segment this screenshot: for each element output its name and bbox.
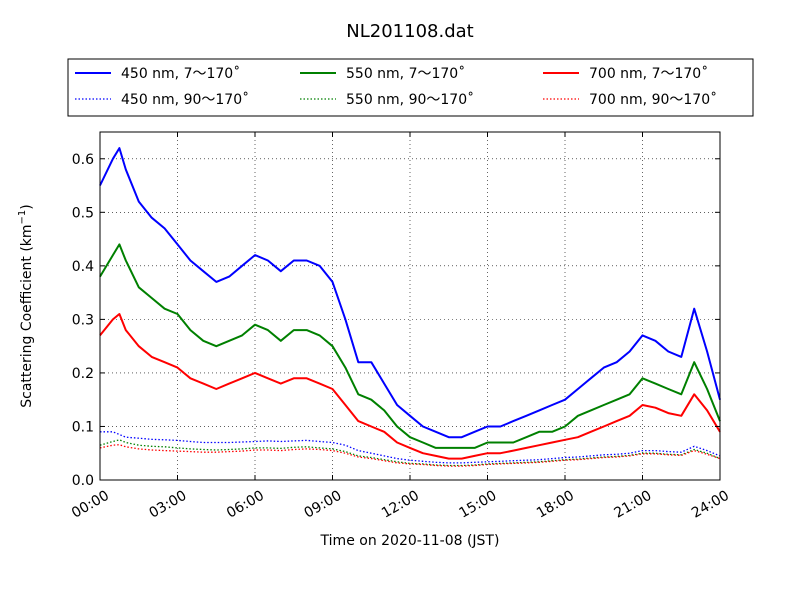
x-tick-labels: 00:00 03:00 06:00 09:00 12:00 15:00 18:00 21:00… (69, 488, 732, 522)
x-tick-label: 09:00 (302, 488, 345, 522)
series-line-1 (99, 243, 721, 449)
y-axis-label-close: ) (19, 204, 35, 209)
x-tick-label: 03:00 (147, 488, 190, 522)
y-tick-label: 0.2 (72, 366, 94, 382)
y-axis-label: Scattering Coefficient (km−1) (17, 204, 35, 408)
legend-label-0: 450 nm, 7～170˚ (121, 65, 240, 82)
legend-label-2: 700 nm, 7～170˚ (589, 65, 708, 82)
series-line-0 (99, 147, 721, 439)
y-axis-label-unit-exponent: −1 (17, 210, 28, 225)
x-tick-label: 18:00 (534, 488, 577, 522)
y-tick-label: 0.0 (72, 473, 94, 489)
x-tick-label: 06:00 (224, 488, 267, 522)
legend-label-4: 550 nm, 90～170˚ (346, 91, 474, 108)
legend-box (67, 58, 754, 117)
y-tick-label: 0.6 (72, 152, 94, 168)
x-tick-label: 00:00 (69, 488, 112, 522)
grid (99, 132, 721, 481)
y-tick-labels: 0.0 0.1 0.2 0.3 0.4 0.5 0.6 (72, 152, 94, 489)
series-layer (99, 147, 721, 467)
y-tick-label: 0.5 (72, 205, 94, 221)
ticks (99, 132, 721, 481)
y-tick-label: 0.1 (72, 419, 94, 435)
legend-label-1: 550 nm, 7～170˚ (346, 65, 465, 82)
x-tick-label: 15:00 (457, 488, 500, 522)
y-axis-label-main: Scattering Coefficient (km (19, 224, 35, 407)
y-tick-label: 0.3 (72, 312, 94, 328)
x-tick-label: 12:00 (379, 488, 422, 522)
legend-label-5: 700 nm, 90～170˚ (589, 91, 717, 108)
legend: 450 nm, 7～170˚ 550 nm, 7～170˚ 700 nm, 7～17… (67, 58, 754, 117)
x-tick-label: 24:00 (689, 488, 732, 522)
series-line-2 (99, 313, 721, 460)
series-line-5 (99, 444, 721, 467)
x-tick-label: 21:00 (612, 488, 655, 522)
series-line-3 (100, 431, 721, 464)
y-tick-label: 0.4 (72, 259, 94, 275)
x-axis-label: Time on 2020-11-08 (JST) (320, 533, 500, 549)
legend-label-3: 450 nm, 90～170˚ (121, 91, 249, 108)
chart-title: NL201108.dat (346, 21, 473, 42)
series-line-4 (99, 439, 721, 467)
